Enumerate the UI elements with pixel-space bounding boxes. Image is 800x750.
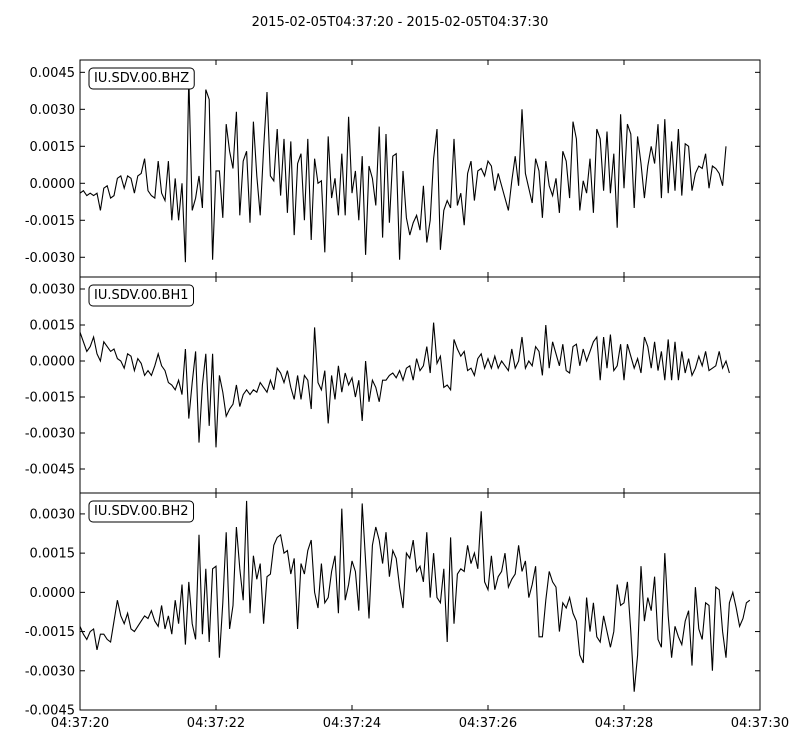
channel-label: IU.SDV.00.BH1 [94, 288, 189, 303]
y-tick-label: 0.0030 [30, 507, 76, 522]
panel-iu-sdv-00-bh2: 0.0030 0.0015 0.0000 -0.0015 -0.0030 -0.0045 I… [25, 492, 761, 719]
channel-label-box [88, 500, 195, 523]
y-tick-label: 0.0015 [30, 140, 76, 155]
channel-label: IU.SDV.00.BHZ [94, 71, 189, 86]
x-tick-label: 04:37:20 [51, 716, 109, 731]
x-axis: 04:37:20 04:37:22 04:37:24 04:37:26 04:37:28… [51, 716, 789, 731]
y-tick-label: 0.0000 [30, 586, 76, 601]
y-tick-label: -0.0030 [25, 251, 75, 266]
trace-line [80, 500, 751, 692]
y-tick-label: 0.0015 [30, 547, 76, 562]
trace-line [80, 322, 730, 448]
x-tick-label: 04:37:30 [731, 716, 789, 731]
trace-line [80, 77, 727, 263]
y-tick-label: -0.0045 [25, 704, 75, 719]
x-tick-label: 04:37:22 [187, 716, 245, 731]
channel-label: IU.SDV.00.BH2 [94, 504, 189, 519]
panel-frame [79, 492, 761, 711]
panel-frame [79, 59, 761, 278]
y-tick-label: -0.0030 [25, 664, 75, 679]
y-tick-label: -0.0015 [25, 391, 75, 406]
panel-iu-sdv-00-bhz: 0.0045 0.0030 0.0015 0.0000 -0.0015 -0.0030 IU… [25, 59, 761, 278]
y-tick-label: 0.0000 [30, 177, 76, 192]
y-tick-label: -0.0015 [25, 214, 75, 229]
y-tick-label: 0.0030 [30, 103, 76, 118]
y-tick-label: 0.0015 [30, 319, 76, 334]
x-tick-label: 04:37:24 [323, 716, 381, 731]
channel-label-box [88, 67, 195, 90]
y-tick-label: -0.0045 [25, 463, 75, 478]
panel-iu-sdv-00-bh1: 0.0030 0.0015 0.0000 -0.0015 -0.0030 -0.0045 I… [25, 276, 761, 494]
panels-group: 0.0045 0.0030 0.0015 0.0000 -0.0015 -0.0030 IU… [25, 59, 761, 719]
x-tick-label: 04:37:28 [595, 716, 653, 731]
x-tick-label: 04:37:26 [459, 716, 517, 731]
y-tick-label: 0.0045 [30, 66, 76, 81]
figure-title: 2015-02-05T04:37:20 - 2015-02-05T04:37:3… [252, 15, 549, 30]
y-tick-label: 0.0030 [30, 283, 76, 298]
y-tick-label: -0.0015 [25, 625, 75, 640]
panel-frame [79, 276, 761, 494]
y-tick-label: -0.0030 [25, 427, 75, 442]
y-tick-label: 0.0000 [30, 355, 76, 370]
channel-label-box [88, 284, 195, 307]
